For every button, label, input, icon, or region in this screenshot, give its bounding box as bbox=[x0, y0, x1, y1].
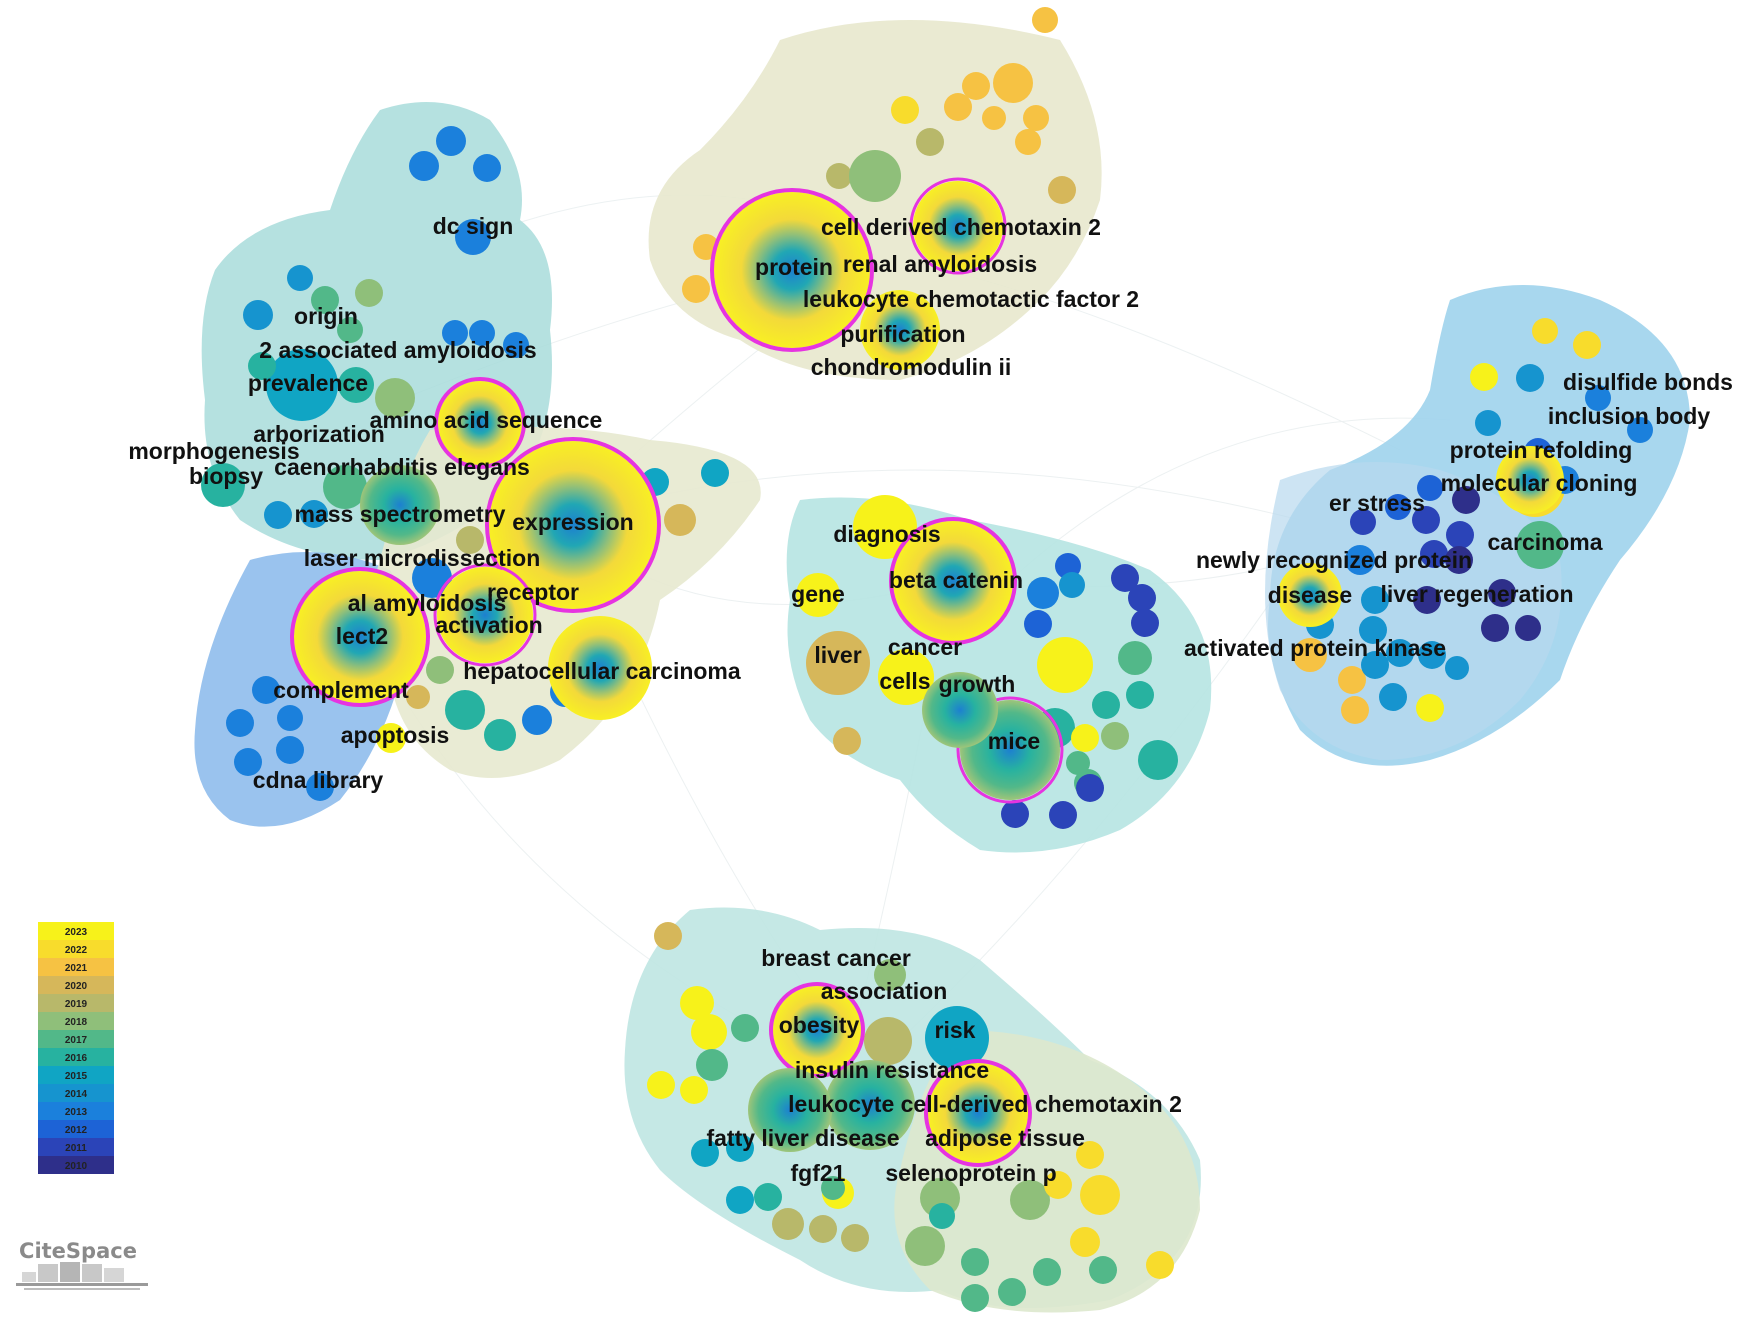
keyword-label: risk bbox=[935, 1017, 976, 1043]
hub-nodes bbox=[290, 177, 1564, 1167]
keyword-label: caenorhabditis elegans bbox=[274, 454, 530, 480]
keyword-label: renal amyloidosis bbox=[843, 251, 1037, 277]
keyword-labels: dc sign origin 2 associated amyloidosis … bbox=[128, 213, 1733, 1186]
legend-swatch-2019 bbox=[38, 994, 114, 1012]
legend-swatch-2022 bbox=[38, 940, 114, 958]
legend-year-label: 2011 bbox=[65, 1143, 87, 1154]
keyword-label: carcinoma bbox=[1487, 529, 1602, 555]
keyword-label: activated protein kinase bbox=[1184, 635, 1446, 661]
keyword-label: diagnosis bbox=[833, 521, 940, 547]
legend-year-label: 2022 bbox=[65, 945, 88, 956]
legend-year-label: 2018 bbox=[65, 1017, 88, 1028]
keyword-label: origin bbox=[294, 303, 358, 329]
legend-swatch-2017 bbox=[38, 1030, 114, 1048]
keyword-label: arborization bbox=[253, 421, 385, 447]
keyword-label: fatty liver disease bbox=[706, 1125, 899, 1151]
keyword-label: association bbox=[821, 978, 948, 1004]
keyword-label: receptor bbox=[487, 579, 579, 605]
keyword-label: disease bbox=[1268, 582, 1352, 608]
legend-year-label: 2016 bbox=[65, 1053, 88, 1064]
keyword-label: mass spectrometry bbox=[295, 501, 506, 527]
keyword-label: adipose tissue bbox=[925, 1125, 1085, 1151]
keyword-label: laser microdissection bbox=[304, 545, 541, 571]
keyword-label: insulin resistance bbox=[795, 1057, 989, 1083]
keyword-label: purification bbox=[840, 321, 965, 347]
keyword-label: cells bbox=[879, 668, 930, 694]
legend-swatch-2020 bbox=[38, 976, 114, 994]
keyword-label: cell derived chemotaxin 2 bbox=[821, 214, 1101, 240]
legend-swatch-2018 bbox=[38, 1012, 114, 1030]
keyword-label: selenoprotein p bbox=[885, 1160, 1056, 1186]
keyword-label: morphogenesis bbox=[128, 438, 299, 464]
keyword-label: chondromodulin ii bbox=[811, 354, 1012, 380]
logo-text: CiteSpace bbox=[19, 1239, 137, 1263]
keyword-label: liver regeneration bbox=[1380, 581, 1573, 607]
keyword-label: gene bbox=[791, 581, 845, 607]
keyword-label: dc sign bbox=[433, 213, 514, 239]
citespace-logo: CiteSpace bbox=[16, 1239, 148, 1290]
legend-swatch-2013 bbox=[38, 1102, 114, 1120]
keyword-label: protein refolding bbox=[1450, 437, 1633, 463]
year-color-legend: 2023 2022 2021 2020 2019 2018 2017 2016 2015 2014… bbox=[38, 922, 114, 1174]
keyword-label: cdna library bbox=[253, 767, 384, 793]
keyword-label: mice bbox=[988, 728, 1040, 754]
keyword-label: biopsy bbox=[189, 463, 263, 489]
keyword-label: amino acid sequence bbox=[370, 407, 603, 433]
keyword-label: obesity bbox=[779, 1012, 860, 1038]
legend-swatch-2010 bbox=[38, 1156, 114, 1174]
keyword-label: expression bbox=[512, 509, 633, 535]
keyword-label: lect2 bbox=[336, 623, 388, 649]
keyword-label: leukocyte chemotactic factor 2 bbox=[803, 286, 1139, 312]
keyword-label: leukocyte cell-derived chemotaxin 2 bbox=[788, 1091, 1182, 1117]
legend-swatch-2023 bbox=[38, 922, 114, 940]
keyword-label: 2 associated amyloidosis bbox=[259, 337, 536, 363]
keyword-label: al amyloidosis bbox=[348, 590, 507, 616]
keyword-label: disulfide bonds bbox=[1563, 369, 1733, 395]
keyword-nodes bbox=[201, 7, 1653, 1312]
keyword-label: growth bbox=[939, 671, 1016, 697]
legend-year-label: 2017 bbox=[65, 1035, 88, 1046]
legend-swatch-2012 bbox=[38, 1120, 114, 1138]
keyword-label: protein bbox=[755, 254, 833, 280]
keyword-label: prevalence bbox=[248, 370, 368, 396]
keyword-label: cancer bbox=[888, 634, 962, 660]
keyword-label: complement bbox=[273, 677, 409, 703]
keyword-label: liver bbox=[814, 642, 861, 668]
legend-year-label: 2012 bbox=[65, 1125, 88, 1136]
legend-year-label: 2013 bbox=[65, 1107, 88, 1118]
keyword-label: activation bbox=[435, 612, 542, 638]
legend-year-label: 2014 bbox=[65, 1089, 88, 1100]
legend-swatch-2011 bbox=[38, 1138, 114, 1156]
keyword-label: inclusion body bbox=[1548, 403, 1710, 429]
legend-swatch-2014 bbox=[38, 1084, 114, 1102]
legend-year-label: 2010 bbox=[65, 1161, 88, 1172]
keyword-label: er stress bbox=[1329, 490, 1425, 516]
legend-year-label: 2020 bbox=[65, 981, 88, 992]
legend-year-label: 2021 bbox=[65, 963, 88, 974]
keyword-label: hepatocellular carcinoma bbox=[463, 658, 741, 684]
legend-swatch-2015 bbox=[38, 1066, 114, 1084]
keyword-label: fgf21 bbox=[791, 1160, 846, 1186]
keyword-label: apoptosis bbox=[341, 722, 450, 748]
legend-year-label: 2019 bbox=[65, 999, 88, 1010]
legend-swatch-2021 bbox=[38, 958, 114, 976]
legend-swatch-2016 bbox=[38, 1048, 114, 1066]
legend-year-label: 2015 bbox=[65, 1071, 88, 1082]
keyword-label: newly recognized protein bbox=[1196, 547, 1472, 573]
keyword-label: beta catenin bbox=[889, 567, 1023, 593]
keyword-label: breast cancer bbox=[761, 945, 911, 971]
keyword-label: molecular cloning bbox=[1441, 470, 1638, 496]
legend-year-label: 2023 bbox=[65, 927, 88, 938]
